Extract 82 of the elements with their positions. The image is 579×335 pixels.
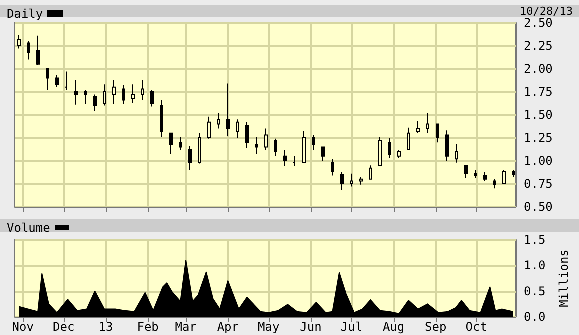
candlestick (141, 80, 144, 101)
candlestick (302, 131, 306, 164)
y-tick-label: 1.0 (524, 258, 546, 273)
x-tick-label: Sep (425, 320, 447, 334)
candlestick (274, 138, 277, 157)
candlestick (416, 120, 420, 134)
y-axis-title: Millions (557, 250, 571, 308)
candlestick (293, 156, 296, 168)
candlestick (369, 165, 372, 180)
candlestick (407, 127, 410, 150)
y-tick-label: 2.00 (524, 62, 553, 76)
x-tick-label: Aug (382, 320, 405, 334)
candlestick (474, 170, 477, 179)
candlestick (236, 119, 239, 138)
candlestick (493, 178, 496, 190)
candlestick (321, 146, 325, 162)
x-tick-label: Dec (53, 320, 75, 334)
candlestick (464, 165, 468, 179)
candlestick (359, 177, 363, 186)
x-tick-label: Oct (466, 320, 488, 334)
candlestick (226, 83, 230, 137)
candlestick (312, 134, 315, 150)
candlestick (483, 172, 487, 182)
y-tick-label: 1.50 (524, 108, 553, 122)
candlestick (283, 149, 287, 168)
candlestick (502, 170, 506, 184)
candlestick (188, 146, 192, 171)
candlestick (264, 128, 268, 150)
candlestick (179, 136, 182, 150)
candlestick (93, 94, 97, 112)
candlestick (103, 84, 106, 106)
y-tick-label: 1.5 (524, 233, 546, 247)
candlestick (65, 71, 68, 91)
candlestick (426, 112, 429, 134)
candlestick (397, 149, 401, 159)
y-tick-label: 1.75 (524, 85, 553, 99)
y-tick-label: 0.5 (524, 284, 546, 298)
candlestick (169, 132, 173, 156)
x-tick-label: Mar (175, 320, 197, 334)
candlestick (255, 136, 258, 156)
legend-label: Daily (7, 7, 44, 21)
legend-label: Volume (6, 221, 50, 235)
x-tick-label: Nov (12, 320, 34, 334)
candlestick (388, 138, 391, 159)
y-tick-label: 1.00 (524, 154, 553, 168)
candlestick (150, 90, 154, 108)
candlestick (131, 84, 135, 104)
x-tick-label: Jul (340, 320, 363, 334)
y-tick-label: 2.25 (524, 39, 553, 53)
candlestick (245, 122, 249, 149)
candlestick (350, 173, 353, 188)
y-tick-label: 2.50 (524, 16, 553, 30)
x-tick-label: May (258, 320, 280, 334)
candlestick (436, 124, 439, 144)
candlestick (122, 85, 125, 104)
y-tick-label: 0.75 (524, 177, 553, 191)
candlestick (27, 40, 30, 60)
x-tick-label: 13 (98, 320, 114, 334)
candlestick (198, 132, 201, 164)
candlestick (455, 144, 458, 164)
x-tick-label: Jun (300, 320, 322, 334)
candlestick (331, 158, 334, 176)
x-tick-label: Apr (217, 320, 240, 334)
candlestick (55, 74, 59, 88)
y-tick-label: 1.25 (524, 131, 553, 145)
candlestick (378, 136, 382, 166)
text: 10/28/13 (520, 5, 574, 18)
candlestick (207, 116, 211, 140)
candlestick (340, 172, 344, 191)
x-tick-label: Feb (137, 320, 159, 334)
candlestick (46, 68, 49, 91)
y-tick-label: 0.0 (524, 310, 546, 324)
candlestick (112, 80, 116, 104)
candlestick (17, 34, 21, 50)
candlestick (217, 112, 220, 130)
candlestick (36, 35, 40, 66)
candlestick (74, 80, 78, 106)
candlestick (445, 130, 449, 162)
y-tick-label: 0.50 (524, 200, 553, 214)
candlestick (512, 170, 515, 178)
candlestick (160, 100, 163, 138)
candlestick (84, 90, 87, 104)
